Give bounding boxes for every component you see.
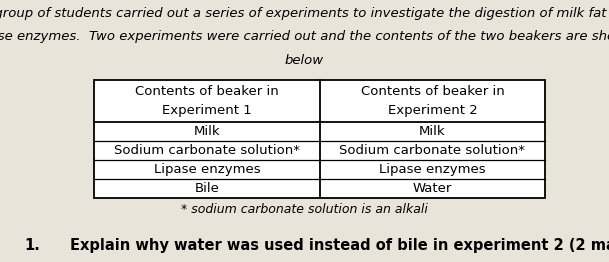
Text: * sodium carbonate solution is an alkali: * sodium carbonate solution is an alkali xyxy=(181,203,428,216)
Text: Milk: Milk xyxy=(194,125,220,138)
Text: Experiment 2: Experiment 2 xyxy=(387,103,477,117)
Text: Water: Water xyxy=(413,182,452,195)
Text: A group of students carried out a series of experiments to investigate the diges: A group of students carried out a series… xyxy=(0,7,609,20)
Text: Lipase enzymes: Lipase enzymes xyxy=(153,163,261,176)
Text: Milk: Milk xyxy=(419,125,446,138)
Bar xyxy=(94,80,545,198)
Text: Contents of beaker in: Contents of beaker in xyxy=(361,85,504,98)
Text: 1.: 1. xyxy=(24,238,40,253)
Text: Sodium carbonate solution*: Sodium carbonate solution* xyxy=(114,144,300,157)
Text: Explain why water was used instead of bile in experiment 2 (2 marks): Explain why water was used instead of bi… xyxy=(70,238,609,253)
Text: Bile: Bile xyxy=(195,182,219,195)
Text: Sodium carbonate solution*: Sodium carbonate solution* xyxy=(339,144,526,157)
Text: Lipase enzymes: Lipase enzymes xyxy=(379,163,486,176)
Text: lipase enzymes.  Two experiments were carried out and the contents of the two be: lipase enzymes. Two experiments were car… xyxy=(0,30,609,43)
Text: below: below xyxy=(285,54,324,67)
Text: Contents of beaker in: Contents of beaker in xyxy=(135,85,279,98)
Text: Experiment 1: Experiment 1 xyxy=(162,103,252,117)
